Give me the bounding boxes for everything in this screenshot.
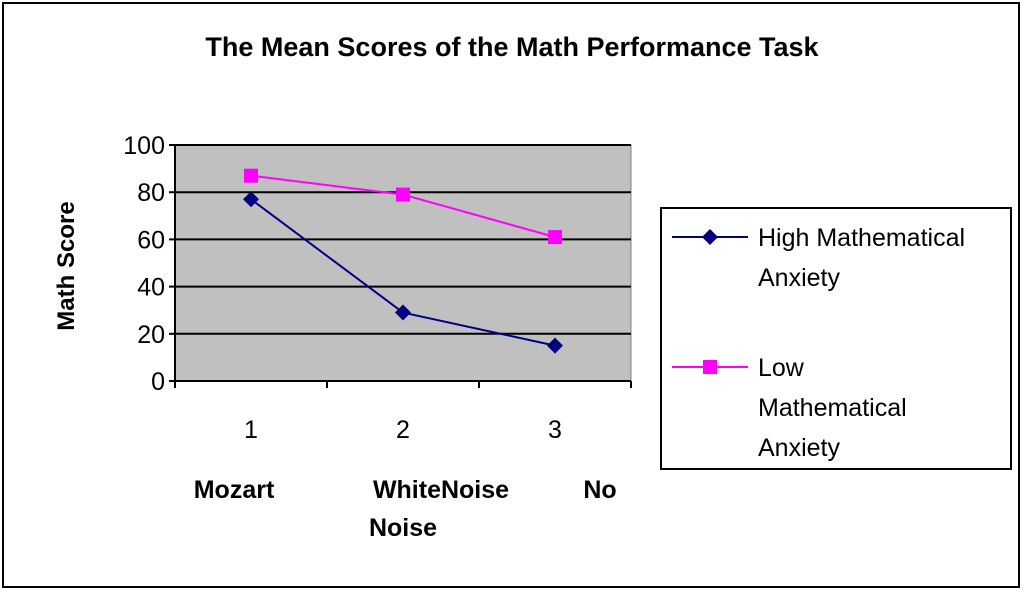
y-tick-label: 100 xyxy=(123,132,165,160)
category-label: No xyxy=(583,476,616,504)
data-point xyxy=(547,337,563,354)
legend-swatch-marker xyxy=(702,229,718,245)
data-point xyxy=(548,230,562,245)
legend-label: Anxiety xyxy=(758,264,840,292)
y-tick-label: 20 xyxy=(137,321,165,349)
category-label: Noise xyxy=(369,514,437,542)
series-1 xyxy=(244,168,562,245)
legend-label: High Mathematical xyxy=(758,224,965,252)
series-0 xyxy=(243,191,563,354)
category-label: WhiteNoise xyxy=(373,476,509,504)
y-tick-label: 60 xyxy=(137,226,165,254)
legend-label: Anxiety xyxy=(758,434,840,462)
x-tick-label: 2 xyxy=(396,416,410,444)
legend-item-1: Low Mathematical Anxiety xyxy=(672,354,907,462)
y-axis: 0 20 40 60 80 100 xyxy=(123,132,176,396)
x-tick-label: 3 xyxy=(548,416,562,444)
category-label: Mozart xyxy=(194,476,275,504)
series-layer xyxy=(243,168,563,354)
data-point xyxy=(396,187,410,202)
y-tick-label: 80 xyxy=(137,179,165,207)
data-point xyxy=(244,168,258,183)
line-chart: The Mean Scores of the Math Performance … xyxy=(53,32,1012,542)
y-axis-label: Math Score xyxy=(53,201,80,330)
chart-title: The Mean Scores of the Math Performance … xyxy=(205,32,819,62)
legend-item-0: High Mathematical Anxiety xyxy=(672,224,965,292)
data-point xyxy=(243,191,259,208)
gridlines xyxy=(175,144,631,335)
legend-swatch-marker xyxy=(703,360,717,374)
legend: High Mathematical Anxiety Low Mathematical A… xyxy=(660,207,1012,470)
x-axis: 1 2 3 Mozart WhiteNoise Noise No xyxy=(174,380,632,542)
legend-label: Low xyxy=(758,354,805,382)
legend-box xyxy=(660,207,1012,470)
y-tick-label: 40 xyxy=(137,274,165,302)
legend-items: High Mathematical Anxiety Low Mathematical A… xyxy=(672,224,965,462)
x-tick-label: 1 xyxy=(244,416,258,444)
data-point xyxy=(395,304,411,321)
legend-label: Mathematical xyxy=(758,394,907,422)
y-tick-label: 0 xyxy=(151,368,165,396)
